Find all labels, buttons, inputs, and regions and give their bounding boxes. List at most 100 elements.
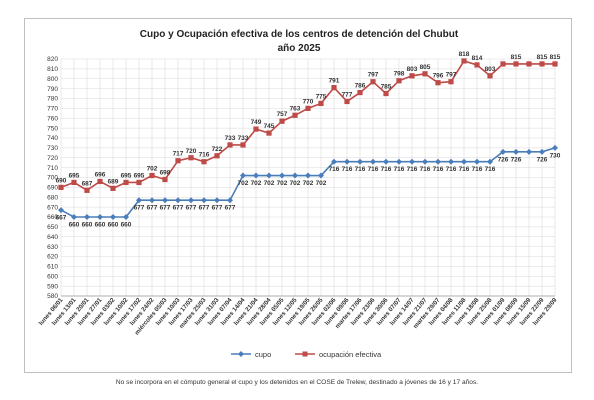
y-tick-label: 780 [47,96,58,103]
y-tick-label: 750 [47,125,58,132]
point-cupo [305,172,311,179]
data-label-ocupacion: 785 [381,84,392,91]
data-label-ocupacion: 702 [147,166,158,173]
point-ocupacion [71,179,77,186]
point-cupo [500,148,506,155]
data-label-cupo: 660 [95,222,106,229]
y-tick-label: 680 [47,194,58,201]
data-label-cupo: 726 [511,156,522,163]
point-cupo [149,197,155,204]
data-label-cupo: 716 [459,166,470,173]
point-cupo [526,148,532,155]
data-label-cupo: 677 [199,205,210,212]
point-ocupacion [513,61,519,67]
point-cupo [292,172,298,179]
data-label-cupo: 716 [420,166,431,173]
data-label-ocupacion: 815 [511,54,522,61]
data-label-ocupacion: 763 [290,105,301,112]
point-cupo [84,214,90,220]
point-cupo [435,158,441,165]
data-label-ocupacion: 815 [550,54,561,61]
point-ocupacion [396,78,402,84]
data-label-cupo: 702 [316,180,327,187]
y-tick-label: 810 [47,66,58,73]
point-ocupacion [318,100,324,107]
point-ocupacion [292,112,298,118]
point-cupo [266,172,272,179]
point-ocupacion [539,61,545,67]
data-label-ocupacion: 797 [368,72,379,79]
point-cupo [201,197,207,204]
point-cupo [71,214,77,220]
point-cupo [474,158,480,165]
data-label-cupo: 660 [69,222,80,229]
point-ocupacion [123,179,129,186]
y-tick-label: 670 [47,204,58,211]
data-label-ocupacion: 796 [433,73,444,80]
point-cupo [370,158,376,165]
data-label-ocupacion: 786 [355,83,366,90]
point-cupo [279,172,285,179]
data-label-cupo: 702 [238,180,249,187]
data-label-ocupacion: 803 [485,66,496,73]
data-label-ocupacion: 689 [108,178,119,185]
data-label-ocupacion: 818 [459,51,470,58]
point-ocupacion [162,176,168,183]
legend-cupo-marker [238,351,244,357]
point-ocupacion [227,142,233,148]
point-ocupacion [214,153,220,159]
data-label-cupo: 716 [355,166,366,173]
legend-ocupacion-marker [302,351,308,357]
data-label-cupo: 716 [368,166,379,173]
point-cupo [552,144,558,151]
data-label-cupo: 716 [446,166,457,173]
point-ocupacion [344,98,350,105]
data-label-cupo: 726 [498,156,509,163]
point-cupo [175,197,181,204]
y-tick-label: 630 [47,244,58,251]
point-ocupacion [448,79,454,85]
data-label-cupo: 726 [537,156,548,163]
data-label-ocupacion: 791 [329,78,340,85]
data-label-ocupacion: 720 [186,148,197,155]
point-ocupacion [383,90,389,97]
point-ocupacion [279,118,285,124]
data-label-ocupacion: 797 [446,72,457,79]
y-tick-label: 590 [47,283,58,290]
point-cupo [409,158,415,165]
data-label-ocupacion: 733 [238,135,249,142]
data-label-ocupacion: 770 [303,98,314,105]
point-cupo [162,197,168,204]
point-ocupacion [474,62,480,68]
point-ocupacion [175,158,181,164]
footnote: No se incorpora en el cómputo general el… [115,379,479,386]
y-tick-label: 820 [47,56,58,63]
data-label-cupo: 702 [290,180,301,187]
point-cupo [227,197,233,204]
point-cupo [461,158,467,165]
y-tick-label: 700 [47,175,58,182]
data-label-cupo: 677 [147,205,158,212]
y-tick-label: 710 [47,165,58,172]
data-label-ocupacion: 696 [95,171,106,178]
data-label-cupo: 660 [121,222,132,229]
data-label-ocupacion: 717 [173,151,184,158]
data-label-ocupacion: 733 [225,135,236,142]
point-cupo [487,158,493,165]
point-ocupacion [487,73,493,79]
data-label-cupo: 716 [472,166,483,173]
legend-ocupacion-label: ocupación efectiva [319,350,382,359]
point-ocupacion [435,80,441,86]
point-ocupacion [97,178,103,185]
point-cupo [253,172,259,179]
point-cupo [513,148,519,155]
data-label-cupo: 702 [303,180,314,187]
y-tick-label: 660 [47,214,58,221]
point-ocupacion [201,159,207,165]
data-label-cupo: 667 [56,215,67,222]
y-tick-label: 730 [47,145,58,152]
data-label-ocupacion: 698 [160,169,171,176]
data-label-cupo: 702 [277,180,288,187]
